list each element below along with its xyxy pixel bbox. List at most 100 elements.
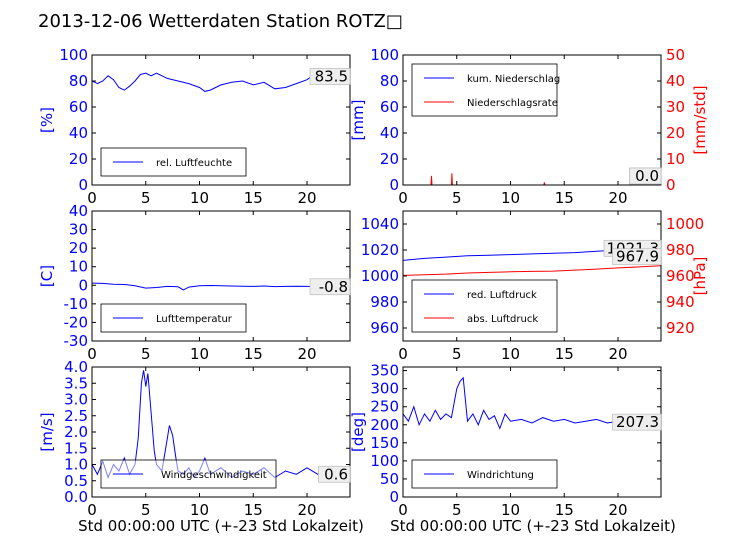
current-value-label: 0.6: [324, 465, 348, 483]
y-axis-label: [%]: [38, 107, 56, 133]
y-axis-label: [deg]: [349, 412, 367, 452]
y-tick-label: 100: [59, 46, 88, 64]
current-value-label: -0.8: [319, 278, 348, 296]
value-label-box: [309, 68, 351, 85]
legend-label: red. Luftdruck: [467, 290, 537, 301]
x-axis-label: Std 00:00:00 UTC (+-23 Std Lokalzeit): [390, 517, 676, 535]
y-tick-label: 2.0: [64, 423, 88, 441]
y-tick-label: 80: [380, 72, 399, 90]
axes-frame: [91, 54, 351, 186]
x-tick-label: 15: [244, 345, 263, 363]
y2-tick-label: 50: [666, 46, 685, 64]
x-tick-label: 15: [244, 189, 263, 207]
y2-axis-label: [mm/std]: [691, 85, 709, 154]
y-tick-label: 20: [69, 150, 88, 168]
y-tick-label: 3.0: [64, 391, 88, 409]
panel-4: 0 5 10 15 20 960 980 1000 1020 1040 920 940 960 980 10…: [361, 210, 709, 363]
x-tick-label: 20: [297, 345, 316, 363]
y-tick-label: 60: [380, 98, 399, 116]
x-tick-label: 15: [555, 189, 574, 207]
x-tick-label: 20: [297, 189, 316, 207]
y-axis-label: [mm]: [349, 100, 367, 141]
panel-2: 0 5 10 15 20 0 20 40 60 80 100 0 10 20 30 40 50 [mm] [mm/s…: [349, 46, 709, 207]
x-tick-label: 10: [190, 189, 209, 207]
y2-tick-label: 940: [666, 293, 695, 311]
y-tick-label: 0.5: [64, 472, 88, 490]
legend-box: [411, 279, 558, 333]
legend-label: abs. Luftdruck: [467, 314, 538, 325]
y2-tick-label: 30: [666, 98, 685, 116]
x-tick-label: 5: [141, 189, 151, 207]
y2-tick-label: 960: [666, 267, 695, 285]
legend-box: [100, 147, 247, 177]
y-tick-label: 1.0: [64, 456, 88, 474]
legend-label: Lufttemperatur: [156, 314, 233, 325]
series-line: [92, 282, 350, 291]
y-tick-label: -10: [64, 295, 89, 313]
x-tick-label: 10: [501, 345, 520, 363]
legend-label: Windrichtung: [467, 470, 534, 481]
y-tick-label: 80: [69, 72, 88, 90]
y2-tick-label: 20: [666, 124, 685, 142]
x-tick-label: 15: [244, 501, 263, 519]
y-tick-label: 40: [69, 202, 88, 220]
x-tick-label: 5: [141, 501, 151, 519]
y-tick-label: 3.5: [64, 374, 88, 392]
y-axis-label: [C]: [38, 265, 56, 287]
legend-label: rel. Luftfeuchte: [156, 158, 232, 169]
value-label-box: [318, 465, 351, 483]
y2-tick-label: 0: [666, 176, 676, 194]
page-title: 2013-12-06 Wetterdaten Station ROTZ□: [38, 11, 403, 32]
y2-tick-label: 10: [666, 150, 685, 168]
y-tick-label: 350: [370, 362, 399, 380]
y2-tick-label: 980: [666, 241, 695, 259]
y-tick-label: 960: [370, 319, 399, 337]
x-tick-label: 20: [608, 345, 627, 363]
y-tick-label: 1040: [361, 215, 399, 233]
y-tick-label: 980: [370, 293, 399, 311]
x-tick-label: 15: [555, 501, 574, 519]
x-tick-label: 10: [501, 189, 520, 207]
y-tick-label: 50: [380, 470, 399, 488]
x-tick-label: 5: [452, 189, 462, 207]
x-tick-label: 5: [452, 501, 462, 519]
axes-frame: [402, 366, 662, 498]
y-tick-label: -30: [64, 332, 89, 350]
y-tick-label: 250: [370, 398, 399, 416]
series-line: [403, 173, 661, 185]
y-tick-label: 2.5: [64, 407, 88, 425]
y-tick-label: 30: [69, 221, 88, 239]
y-tick-label: 0.0: [64, 488, 88, 506]
legend-box: [100, 303, 247, 333]
x-tick-label: 10: [501, 501, 520, 519]
x-tick-label: 15: [555, 345, 574, 363]
y-tick-label: 150: [370, 434, 399, 452]
x-tick-label: 20: [608, 501, 627, 519]
y-tick-label: 10: [69, 258, 88, 276]
value-label-box: [309, 278, 351, 296]
y2-tick-label: 920: [666, 319, 695, 337]
y-tick-label: 1000: [361, 267, 399, 285]
value-label-box: [629, 167, 662, 185]
y-tick-label: 20: [69, 239, 88, 257]
x-tick-label: 0: [398, 501, 408, 519]
y-tick-label: 100: [370, 46, 399, 64]
axes-frame: [91, 210, 351, 342]
current-value-label: 967.9: [616, 248, 659, 266]
y-tick-label: 4.0: [64, 358, 88, 376]
x-tick-label: 0: [87, 345, 97, 363]
axes-frame: [402, 54, 662, 186]
x-tick-label: 20: [297, 501, 316, 519]
y-tick-label: 0: [389, 488, 399, 506]
legend-box: [411, 63, 558, 117]
panel-1: 0 5 10 15 20 0 20 40 60 80 100 [%] 83.5 rel. Luftfeuc…: [38, 46, 351, 207]
current-value-label: 0.0: [635, 167, 659, 185]
y-tick-label: 0: [78, 176, 88, 194]
y-tick-label: 0: [78, 276, 88, 294]
legend-label: kum. Niederschlag: [467, 74, 560, 85]
panel-5: 0 5 10 15 20 0.00.51.01.52.02.53.03.54.0 [m/s]…: [38, 358, 351, 519]
value-label-box: [612, 413, 662, 431]
